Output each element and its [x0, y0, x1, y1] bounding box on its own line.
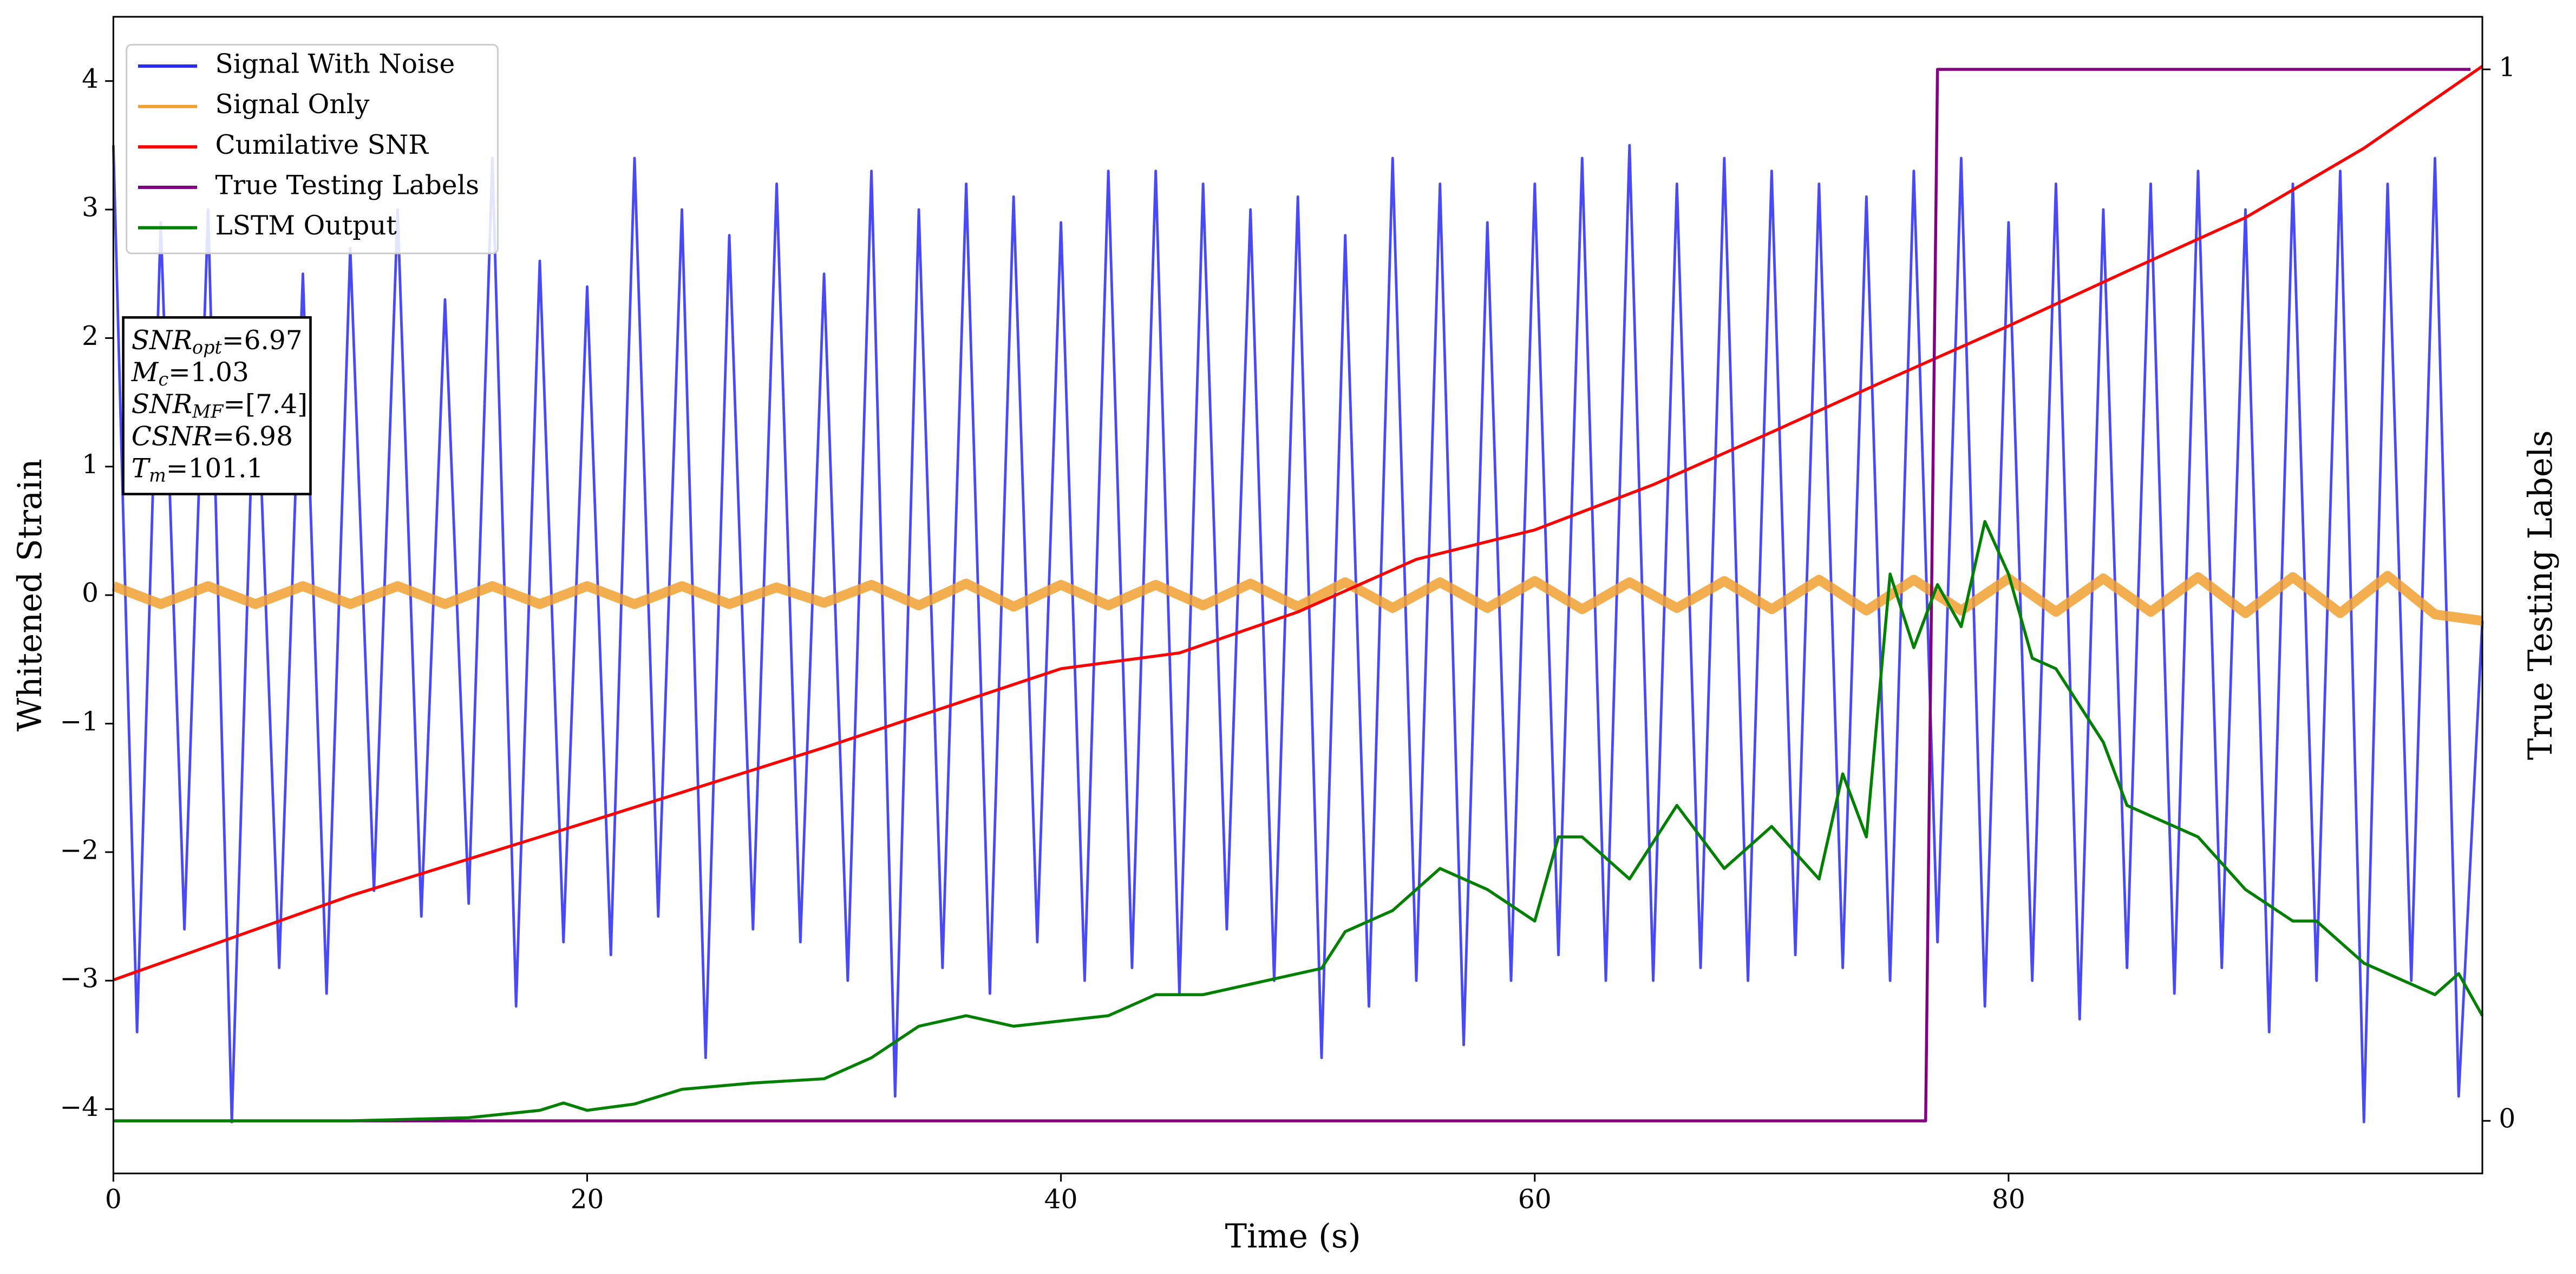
annotation-text: SNRMF=[7.4]: [132, 389, 308, 422]
legend-box: [126, 44, 499, 254]
annotation-text: Mc=1.03: [131, 357, 249, 390]
x-tick-label: 80: [1992, 1184, 2025, 1214]
annotation-symbol: M: [131, 357, 159, 387]
annotation-value: =1.03: [168, 357, 249, 387]
legend-label: True Testing Labels: [215, 170, 480, 200]
annotation-subscript: m: [149, 465, 166, 486]
annotation-text: CSNR=6.98: [132, 421, 293, 452]
annotation-subscript: c: [158, 369, 168, 390]
annotation-symbol: T: [132, 453, 151, 484]
annotation-value: =6.97: [222, 325, 303, 355]
legend-label: LSTM Output: [215, 211, 397, 241]
y-tick-label: −3: [60, 964, 99, 994]
x-tick-label: 40: [1044, 1184, 1078, 1214]
y-tick-label: 2: [82, 321, 99, 351]
x-tick-label: 60: [1518, 1184, 1552, 1214]
y-axis-label: Whitened Strain: [11, 459, 49, 731]
annotation-symbol: CSNR: [132, 421, 212, 452]
legend-label: Signal With Noise: [215, 49, 455, 80]
annotation-value: =[7.4]: [223, 389, 308, 420]
series-line: [113, 68, 2471, 1122]
annotation-value: =101.1: [166, 453, 264, 484]
annotation-subscript: MF: [192, 401, 224, 422]
y-tick-label: 1: [82, 449, 99, 480]
legend-label: Signal Only: [215, 89, 370, 120]
annotation-symbol: SNR: [132, 325, 192, 355]
series-line: [112, 143, 2484, 1123]
annotation-text: Tm=101.1: [132, 453, 264, 486]
annotation-text: SNRopt=6.97: [132, 325, 303, 358]
y-tick-label: −1: [60, 707, 99, 737]
y-tick-label: −4: [60, 1092, 99, 1122]
annotation-value: =6.98: [212, 421, 293, 452]
y2-tick-label: 1: [2499, 53, 2515, 83]
y-tick-label: 3: [82, 193, 99, 223]
annotation-subscript: opt: [192, 337, 222, 358]
series-line: [113, 65, 2483, 982]
annotation-symbol: SNR: [132, 389, 192, 420]
y-tick-label: 0: [82, 578, 99, 609]
y-tick-label: −2: [60, 835, 99, 865]
y2-tick-label: 0: [2499, 1104, 2515, 1134]
x-tick-label: 20: [571, 1184, 604, 1214]
annotation-box: [122, 316, 312, 495]
series-line: [112, 571, 2483, 626]
legend-label: Cumilative SNR: [215, 130, 429, 160]
y-tick-label: 4: [82, 64, 99, 94]
x-tick-label: 0: [105, 1184, 122, 1214]
series-line: [113, 520, 2484, 1122]
y2-axis-label: True Testing Labels: [2522, 430, 2560, 760]
x-axis-label: Time (s): [1225, 1218, 1361, 1256]
